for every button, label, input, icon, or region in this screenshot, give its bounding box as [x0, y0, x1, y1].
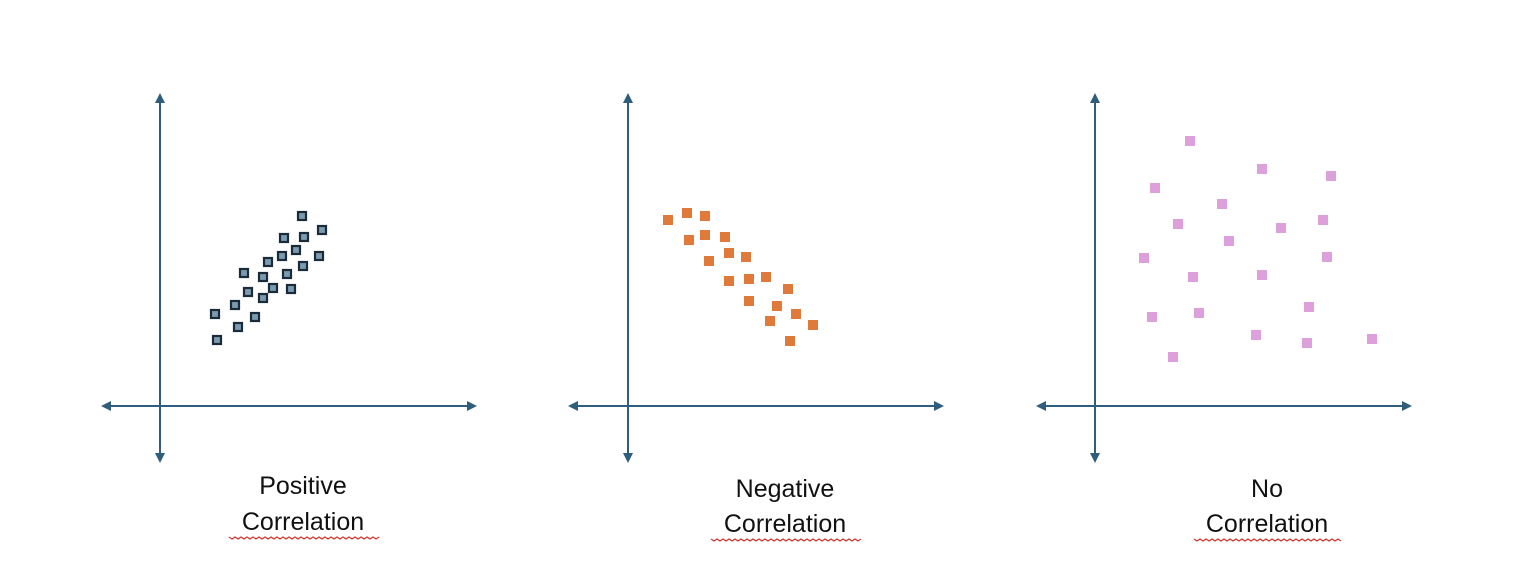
spellcheck-underline [228, 536, 380, 540]
point [682, 208, 692, 218]
caption-line: Correlation [242, 508, 364, 536]
point [257, 271, 269, 283]
point [262, 256, 274, 268]
point [744, 296, 754, 306]
point [772, 301, 782, 311]
point [1150, 183, 1160, 193]
points [209, 136, 1377, 362]
point [1251, 330, 1261, 340]
point [296, 210, 308, 222]
point [1217, 199, 1227, 209]
spellcheck-underlines [228, 536, 1342, 542]
point [267, 282, 279, 294]
point [741, 252, 751, 262]
caption-line: Positive [259, 472, 347, 500]
point [1326, 171, 1336, 181]
point [1257, 164, 1267, 174]
caption-line: Correlation [724, 510, 846, 538]
caption-line: Negative [736, 475, 835, 503]
caption-line: Correlation [1206, 510, 1328, 538]
point [1188, 272, 1198, 282]
point [1322, 252, 1332, 262]
point [316, 224, 328, 236]
point [1304, 302, 1314, 312]
point [700, 230, 710, 240]
point [1276, 223, 1286, 233]
point [1139, 253, 1149, 263]
point [744, 274, 754, 284]
point [278, 232, 290, 244]
point [249, 311, 261, 323]
point [1257, 270, 1267, 280]
point [1318, 215, 1328, 225]
point [724, 276, 734, 286]
point [785, 336, 795, 346]
point [1147, 312, 1157, 322]
point [720, 232, 730, 242]
point [1194, 308, 1204, 318]
point [1173, 219, 1183, 229]
point [808, 320, 818, 330]
point [724, 248, 734, 258]
point [297, 260, 309, 272]
point [765, 316, 775, 326]
point [761, 272, 771, 282]
point [1302, 338, 1312, 348]
point [1224, 236, 1234, 246]
point [791, 309, 801, 319]
point [1185, 136, 1195, 146]
spellcheck-underline [710, 538, 862, 542]
point [783, 284, 793, 294]
point [704, 256, 714, 266]
point [209, 308, 221, 320]
point [663, 215, 673, 225]
point [238, 267, 250, 279]
point [281, 268, 293, 280]
point [285, 283, 297, 295]
point [684, 235, 694, 245]
point [290, 244, 302, 256]
point [232, 321, 244, 333]
point [1168, 352, 1178, 362]
point [257, 292, 269, 304]
point [700, 211, 710, 221]
point [1367, 334, 1377, 344]
axes [101, 93, 1412, 463]
caption-line: No [1251, 475, 1283, 503]
spellcheck-underline [1193, 538, 1342, 542]
point [313, 250, 325, 262]
point [298, 231, 310, 243]
point [211, 334, 223, 346]
point [229, 299, 241, 311]
point [276, 250, 288, 262]
captions: Positive Correlation Negative Correlatio… [242, 472, 1328, 538]
point [242, 286, 254, 298]
